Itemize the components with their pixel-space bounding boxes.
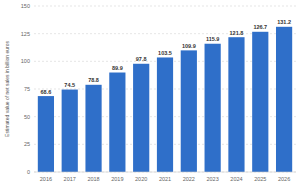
bar (133, 64, 149, 172)
bars (38, 27, 292, 172)
x-tick-label: 2024 (230, 176, 242, 182)
data-label: 89.9 (112, 65, 123, 71)
x-tick-label: 2019 (111, 176, 123, 182)
chart-svg: 0 25 50 75 100 125 150 Estimated value of net s… (0, 0, 300, 190)
bar (85, 85, 101, 172)
x-tick-label: 2023 (207, 176, 219, 182)
bar (62, 90, 78, 172)
bar (276, 27, 292, 172)
bar (205, 44, 221, 172)
chart-container: 0 25 50 75 100 125 150 Estimated value of net s… (0, 0, 300, 190)
data-label: 97.8 (136, 56, 147, 62)
x-tick-label: 2017 (64, 176, 76, 182)
data-label: 109.9 (182, 43, 196, 49)
data-label: 78.8 (88, 77, 99, 83)
data-label: 126.7 (253, 24, 267, 30)
x-tick-label: 2018 (87, 176, 99, 182)
bar (38, 96, 54, 172)
data-label: 121.8 (230, 30, 244, 36)
y-tick-label: 100 (21, 58, 30, 64)
grid-line (34, 6, 296, 7)
data-label: 131.2 (277, 19, 291, 25)
grid (34, 6, 296, 172)
data-label: 68.6 (41, 89, 52, 95)
data-label: 103.5 (158, 50, 172, 56)
data-label: 74.5 (64, 82, 75, 88)
bar (181, 50, 197, 172)
x-tick-label: 2026 (278, 176, 290, 182)
bar (228, 37, 244, 172)
y-tick-label: 50 (24, 114, 30, 120)
bar (157, 57, 173, 172)
x-axis-line (34, 172, 296, 173)
x-tick-label: 2025 (254, 176, 266, 182)
x-tick-label: 2022 (183, 176, 195, 182)
y-tick-label: 125 (21, 31, 30, 37)
x-tick-label: 2016 (40, 176, 52, 182)
y-tick-label: 150 (21, 3, 30, 9)
bar (252, 32, 268, 172)
x-tick-label: 2020 (135, 176, 147, 182)
y-tick-label: 25 (24, 141, 30, 147)
x-tick-label: 2021 (159, 176, 171, 182)
bar (109, 73, 125, 172)
y-tick-label: 75 (24, 86, 30, 92)
data-label: 115.9 (206, 36, 219, 42)
y-tick-label: 0 (27, 169, 30, 175)
y-axis-label: Estimated value of net sales in billion … (4, 41, 10, 137)
